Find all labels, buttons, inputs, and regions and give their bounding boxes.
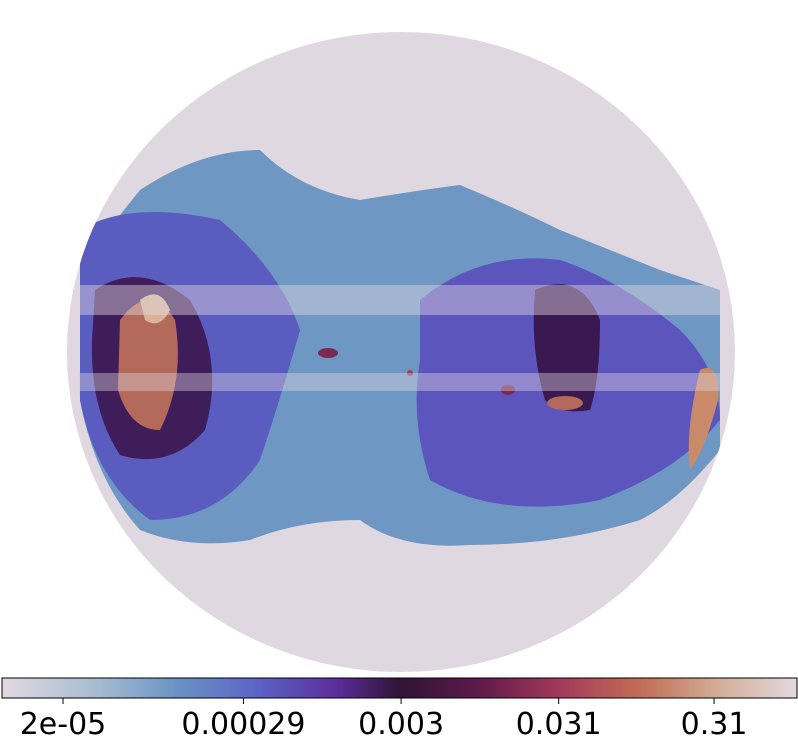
map-field xyxy=(70,150,730,546)
colorbar-tick-label: 0.00029 xyxy=(181,707,305,742)
region-peak xyxy=(688,368,719,470)
region-peak xyxy=(547,396,583,410)
scan-band xyxy=(70,285,730,315)
scan-band xyxy=(70,373,730,391)
point-source xyxy=(318,348,338,358)
sky-map xyxy=(67,32,735,672)
colorbar-tick-label: 0.31 xyxy=(681,707,748,742)
region-peak-core xyxy=(140,294,170,324)
colorbar xyxy=(1,677,798,699)
region-high xyxy=(533,284,600,412)
colorbar-tick-label: 0.003 xyxy=(358,707,444,742)
point-source xyxy=(501,385,515,395)
colorbar-tick-label: 2e-05 xyxy=(20,707,107,742)
region-peak xyxy=(118,300,178,430)
point-source xyxy=(407,370,413,376)
colorbar-tick-label: 0.031 xyxy=(516,707,602,742)
